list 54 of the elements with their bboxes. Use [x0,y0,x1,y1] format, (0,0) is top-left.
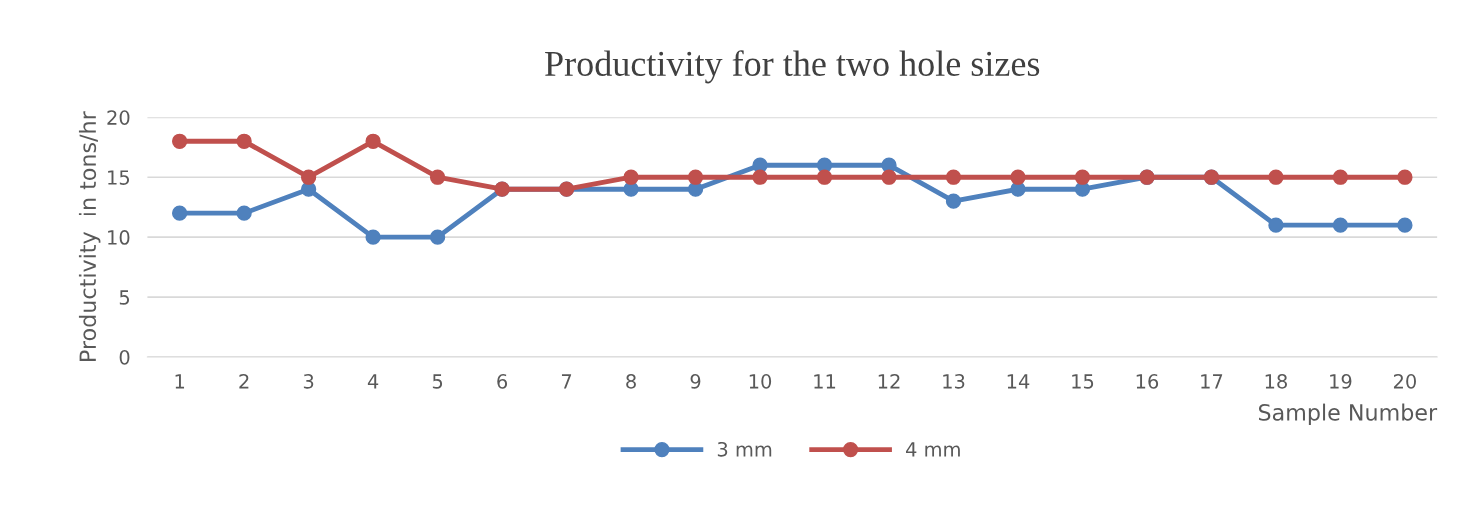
x-tick-label: 5 [432,374,443,389]
point [1074,169,1091,185]
point [1332,217,1349,233]
point [236,205,252,221]
point [365,133,381,149]
point [236,133,252,149]
x-tick-label: 8 [626,374,636,389]
point [881,169,897,185]
y-tick-label: 5 [119,290,130,305]
x-tick-label: 11 [814,374,836,389]
x-tick-label: 14 [1007,374,1030,389]
x-tick-label: 4 [367,374,379,389]
point [945,193,962,209]
y-tick-label: 20 [107,110,130,125]
y-tick-label: 10 [108,230,130,245]
x-tick-label: 19 [1330,374,1352,389]
point [429,229,446,245]
x-tick-label: 20 [1393,374,1416,389]
point [1332,169,1349,185]
point [429,169,446,185]
x-tick-label: 7 [561,374,572,389]
x-tick-label: 18 [1265,374,1287,389]
point [623,169,639,185]
point [945,169,962,185]
point [816,169,833,185]
legend-label: 3 mm [717,441,772,457]
point [365,229,381,245]
chart-title: Productivity for the two hole sizes [545,50,1040,84]
legend-label: 4 mm [906,442,960,457]
x-tick-label: 6 [497,374,508,389]
point [1010,169,1026,185]
point [172,205,188,221]
y-tick-label: 0 [119,349,130,365]
point [1397,217,1413,233]
point [1397,169,1413,185]
x-tick-label: 2 [239,374,249,389]
x-tick-label: 13 [943,374,965,389]
x-tick-label: 17 [1201,374,1223,389]
point [687,169,704,185]
x-axis-title: Sample Number [1258,403,1438,426]
x-tick-label: 10 [749,374,772,389]
y-tick-label: 15 [108,170,130,185]
point [300,169,317,185]
x-tick-label: 9 [690,374,701,389]
point [172,133,188,149]
point [1268,169,1284,185]
point [1268,217,1284,233]
y-axis-title: Productivity in tons/hr [78,111,101,361]
point [752,169,768,185]
x-tick-label: 12 [878,374,900,389]
x-tick-label: 1 [175,374,185,389]
x-tick-label: 3 [303,374,314,389]
x-tick-label: 16 [1136,374,1159,389]
x-tick-label: 15 [1072,374,1094,389]
